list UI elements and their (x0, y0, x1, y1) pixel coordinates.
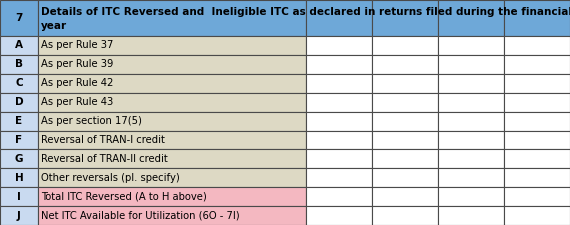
Text: As per Rule 43: As per Rule 43 (41, 97, 113, 107)
Bar (504, 36, 570, 55)
Bar (372, 0, 438, 36)
Text: Net ITC Available for Utilization (6O - 7I): Net ITC Available for Utilization (6O - … (41, 211, 239, 220)
Bar (0, 74, 38, 93)
Bar (504, 0, 570, 36)
Bar (306, 168, 372, 187)
Text: G: G (15, 154, 23, 164)
Text: As per Rule 37: As per Rule 37 (41, 40, 113, 50)
Bar (372, 130, 438, 149)
Bar (504, 168, 570, 187)
Bar (306, 0, 372, 36)
Bar (38, 112, 306, 130)
Bar (38, 74, 306, 93)
Bar (0, 168, 38, 187)
Bar (306, 55, 372, 74)
Text: Reversal of TRAN-I credit: Reversal of TRAN-I credit (41, 135, 165, 145)
Bar (38, 168, 306, 187)
Bar (0, 93, 38, 112)
Bar (0, 36, 38, 55)
Bar (38, 149, 306, 168)
Bar (306, 206, 372, 225)
Text: As per Rule 42: As per Rule 42 (41, 78, 113, 88)
Text: As per Rule 39: As per Rule 39 (41, 59, 113, 69)
Bar (504, 112, 570, 130)
Bar (0, 187, 38, 206)
Bar (0, 130, 38, 149)
Text: 7: 7 (15, 13, 23, 23)
Bar (306, 187, 372, 206)
Bar (38, 55, 306, 74)
Bar (438, 55, 504, 74)
Bar (0, 149, 38, 168)
Bar (438, 149, 504, 168)
Bar (504, 130, 570, 149)
Bar (438, 36, 504, 55)
Text: J: J (17, 211, 21, 220)
Text: A: A (15, 40, 23, 50)
Bar (504, 206, 570, 225)
Bar (306, 74, 372, 93)
Bar (372, 36, 438, 55)
Bar (0, 112, 38, 130)
Text: H: H (15, 173, 23, 183)
Bar (504, 74, 570, 93)
Bar (438, 168, 504, 187)
Bar (0, 206, 38, 225)
Text: I: I (17, 192, 21, 202)
Bar (504, 93, 570, 112)
Bar (0, 55, 38, 74)
Bar (504, 149, 570, 168)
Bar (372, 206, 438, 225)
Text: D: D (15, 97, 23, 107)
Bar (38, 206, 306, 225)
Bar (372, 149, 438, 168)
Bar (438, 187, 504, 206)
Text: B: B (15, 59, 23, 69)
Bar (38, 93, 306, 112)
Text: year: year (41, 21, 67, 31)
Bar (438, 130, 504, 149)
Text: F: F (15, 135, 23, 145)
Bar (438, 206, 504, 225)
Bar (504, 55, 570, 74)
Bar (438, 93, 504, 112)
Text: Details of ITC Reversed and  Ineligible ITC as declared in returns filed during : Details of ITC Reversed and Ineligible I… (41, 7, 570, 16)
Bar (38, 0, 306, 36)
Bar (38, 187, 306, 206)
Bar (372, 112, 438, 130)
Bar (504, 187, 570, 206)
Bar (306, 149, 372, 168)
Bar (306, 93, 372, 112)
Bar (438, 112, 504, 130)
Text: C: C (15, 78, 23, 88)
Bar (306, 36, 372, 55)
Bar (438, 0, 504, 36)
Bar (0, 0, 38, 36)
Bar (372, 55, 438, 74)
Text: Total ITC Reversed (A to H above): Total ITC Reversed (A to H above) (41, 192, 207, 202)
Bar (38, 36, 306, 55)
Bar (306, 112, 372, 130)
Text: Reversal of TRAN-II credit: Reversal of TRAN-II credit (41, 154, 168, 164)
Text: As per section 17(5): As per section 17(5) (41, 116, 142, 126)
Bar (372, 187, 438, 206)
Text: Other reversals (pl. specify): Other reversals (pl. specify) (41, 173, 180, 183)
Bar (372, 168, 438, 187)
Bar (372, 93, 438, 112)
Bar (372, 74, 438, 93)
Bar (438, 74, 504, 93)
Bar (38, 130, 306, 149)
Text: E: E (15, 116, 23, 126)
Bar (306, 130, 372, 149)
